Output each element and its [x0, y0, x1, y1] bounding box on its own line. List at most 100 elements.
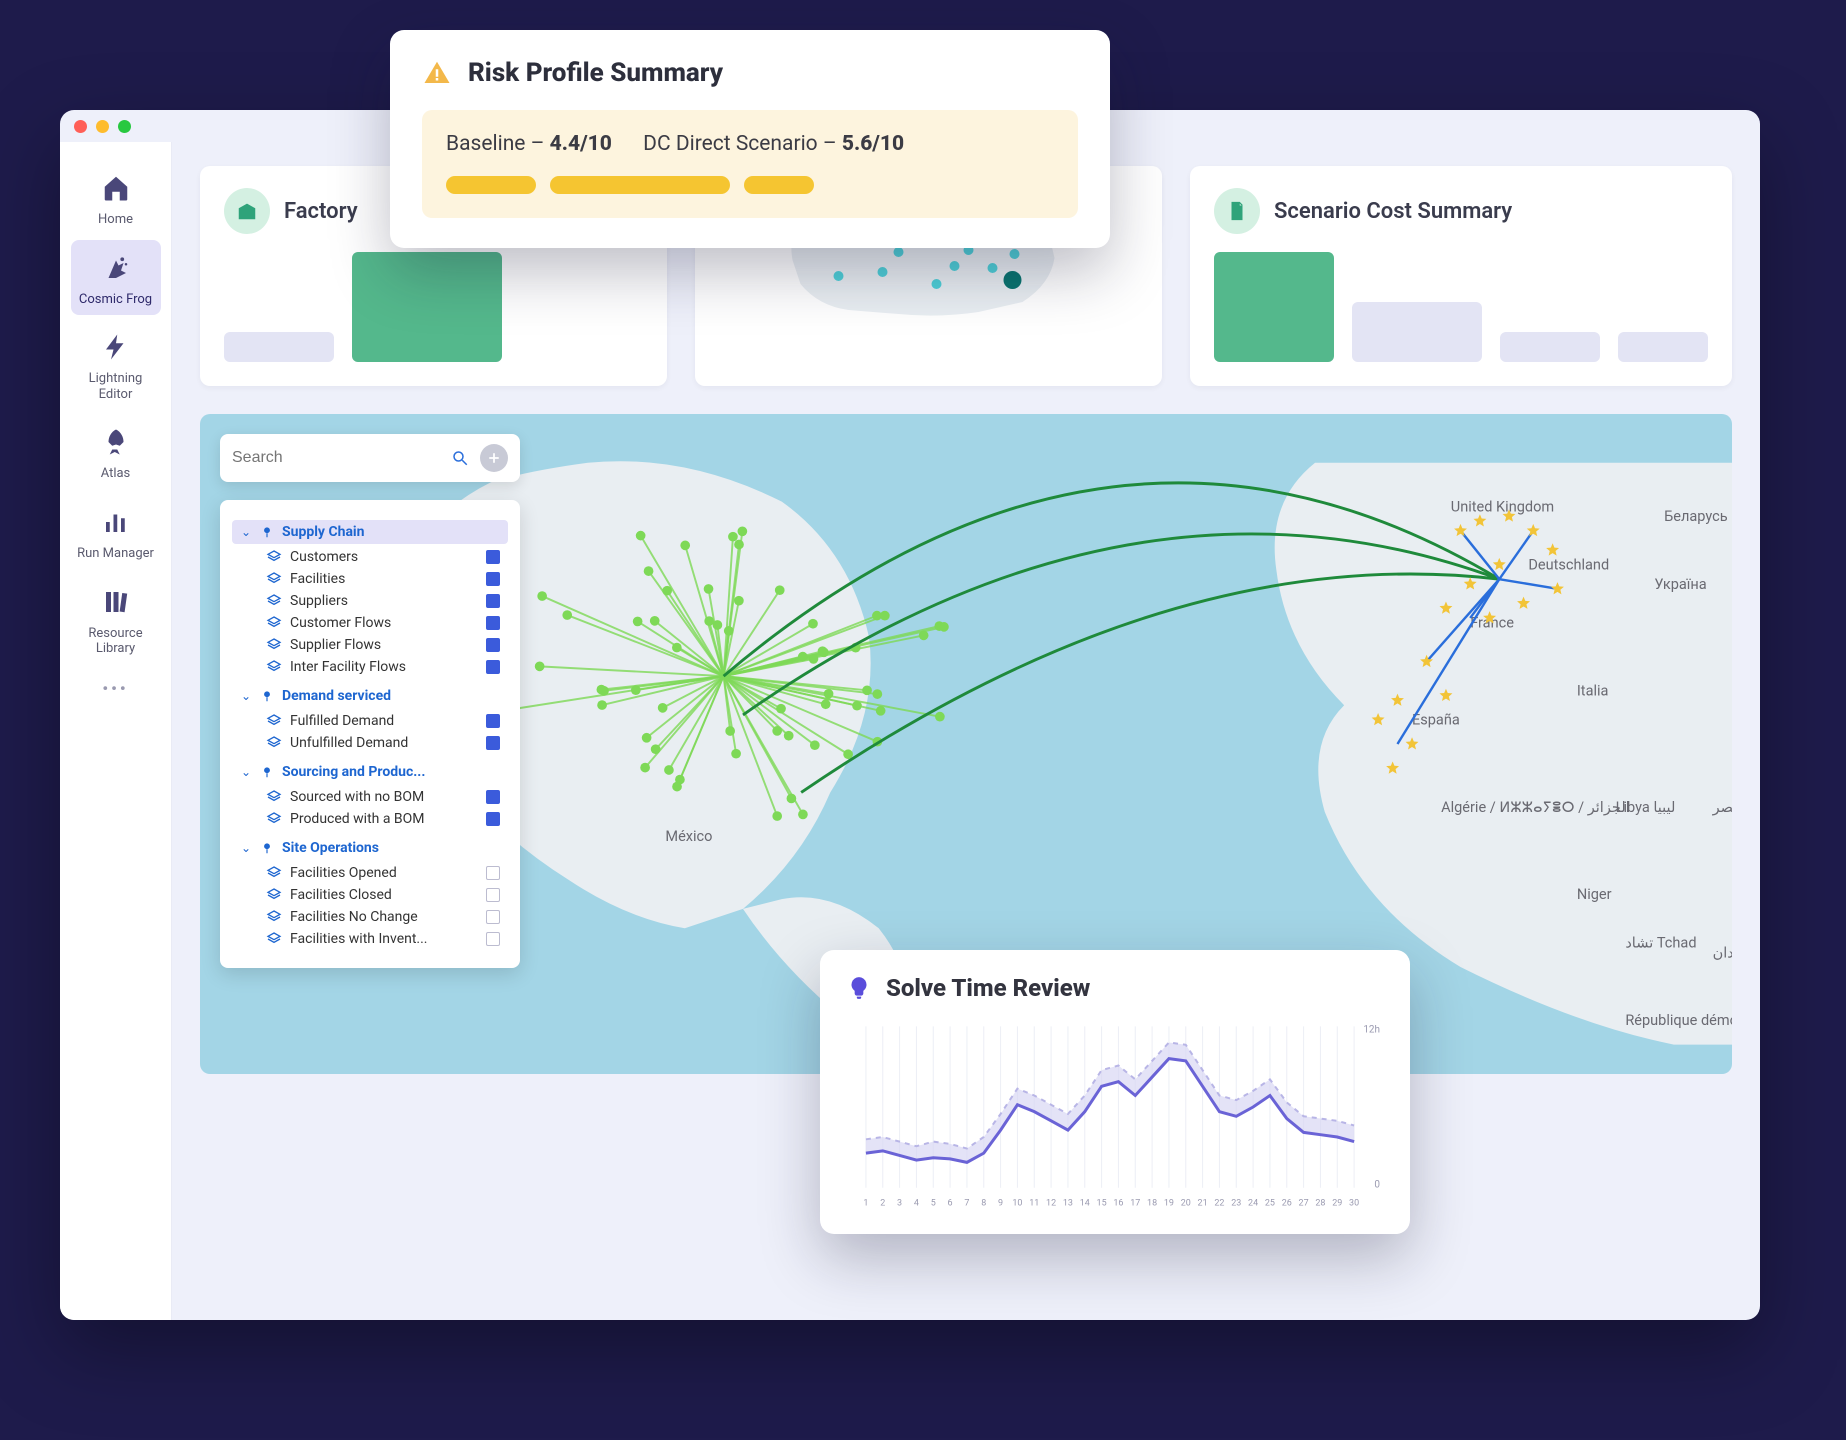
sidebar-item-run-manager[interactable]: Run Manager — [71, 494, 161, 570]
risk-title: Risk Profile Summary — [468, 58, 723, 88]
tree-item[interactable]: Sourced with no BOM — [232, 786, 508, 808]
svg-text:United Kingdom: United Kingdom — [1451, 498, 1554, 515]
layer-checkbox[interactable] — [486, 866, 500, 880]
risk-body: Baseline – 4.4/10 DC Direct Scenario – 5… — [422, 110, 1078, 218]
layer-checkbox[interactable] — [486, 550, 500, 564]
pin-icon — [260, 765, 274, 779]
tree-item[interactable]: Customer Flows — [232, 612, 508, 634]
sidebar-item-label: Atlas — [101, 466, 131, 482]
tree-item[interactable]: Facilities Closed — [232, 884, 508, 906]
layer-checkbox[interactable] — [486, 790, 500, 804]
tree-item[interactable]: Facilities Opened — [232, 862, 508, 884]
layer-checkbox[interactable] — [486, 572, 500, 586]
chevron-down-icon: ⌄ — [240, 765, 252, 779]
svg-text:12h: 12h — [1363, 1024, 1380, 1035]
pin-icon — [260, 689, 274, 703]
tree-item[interactable]: Facilities No Change — [232, 906, 508, 928]
sidebar-item-resource-library[interactable]: Resource Library — [71, 574, 161, 665]
chevron-down-icon: ⌄ — [240, 841, 252, 855]
risk-pill — [744, 176, 814, 194]
tree-item-label: Sourced with no BOM — [290, 789, 478, 805]
document-icon — [1214, 188, 1260, 234]
svg-text:28: 28 — [1315, 1199, 1325, 1209]
svg-text:14: 14 — [1080, 1199, 1090, 1209]
search-input[interactable] — [232, 449, 446, 467]
risk-pill — [550, 176, 730, 194]
placeholder-block — [224, 332, 334, 362]
tree-item[interactable]: Produced with a BOM — [232, 808, 508, 830]
minimize-dot[interactable] — [96, 120, 109, 133]
svg-text:16: 16 — [1113, 1199, 1123, 1209]
sidebar-item-home[interactable]: Home — [71, 160, 161, 236]
svg-text:5: 5 — [931, 1199, 936, 1209]
layer-checkbox[interactable] — [486, 812, 500, 826]
tree-item-label: Facilities No Change — [290, 909, 478, 925]
svg-text:25: 25 — [1265, 1199, 1275, 1209]
tree-group[interactable]: ⌄ Demand serviced — [232, 684, 508, 708]
svg-text:México: México — [665, 828, 712, 845]
risk-profile-panel: Risk Profile Summary Baseline – 4.4/10 D… — [390, 30, 1110, 248]
tree-item[interactable]: Facilities with Invent... — [232, 928, 508, 950]
close-dot[interactable] — [74, 120, 87, 133]
svg-text:مصر: مصر — [1712, 799, 1732, 816]
bars-icon — [98, 504, 134, 540]
placeholder-block — [1618, 332, 1708, 362]
tree-item[interactable]: Customers — [232, 546, 508, 568]
tree-item[interactable]: Facilities — [232, 568, 508, 590]
layers-icon — [266, 593, 282, 609]
placeholder-block — [1352, 302, 1482, 362]
add-icon[interactable] — [480, 444, 508, 472]
wizard-icon — [98, 250, 134, 286]
layer-checkbox[interactable] — [486, 638, 500, 652]
svg-text:15: 15 — [1097, 1199, 1107, 1209]
tree-item[interactable]: Unfulfilled Demand — [232, 732, 508, 754]
layer-checkbox[interactable] — [486, 660, 500, 674]
layers-icon — [266, 549, 282, 565]
map-search — [220, 434, 520, 482]
sidebar-item-atlas[interactable]: Atlas — [71, 414, 161, 490]
tree-item[interactable]: Fulfilled Demand — [232, 710, 508, 732]
svg-text:تشاد Tchad: تشاد Tchad — [1625, 935, 1696, 952]
sidebar-item-lightning-editor[interactable]: Lightning Editor — [71, 319, 161, 410]
layer-checkbox[interactable] — [486, 714, 500, 728]
svg-text:26: 26 — [1282, 1199, 1292, 1209]
search-icon[interactable] — [446, 444, 474, 472]
tree-item[interactable]: Suppliers — [232, 590, 508, 612]
svg-text:24: 24 — [1248, 1199, 1258, 1209]
tree-group[interactable]: ⌄ Supply Chain — [232, 520, 508, 544]
books-icon — [98, 584, 134, 620]
sidebar-more[interactable]: ••• — [102, 679, 128, 698]
svg-text:9: 9 — [998, 1199, 1003, 1209]
layers-icon — [266, 659, 282, 675]
svg-text:21: 21 — [1198, 1199, 1208, 1209]
svg-text:Libya ليبيا: Libya ليبيا — [1616, 799, 1676, 816]
placeholder-block — [352, 252, 502, 362]
tree-item[interactable]: Inter Facility Flows — [232, 656, 508, 678]
layer-checkbox[interactable] — [486, 910, 500, 924]
chevron-down-icon: ⌄ — [240, 689, 252, 703]
tree-group-label: Supply Chain — [282, 524, 500, 540]
tree-group[interactable]: ⌄ Sourcing and Produc... — [232, 760, 508, 784]
layers-icon — [266, 615, 282, 631]
maximize-dot[interactable] — [118, 120, 131, 133]
sidebar-item-label: Resource Library — [75, 626, 157, 657]
card-scenario[interactable]: Scenario Cost Summary — [1190, 166, 1732, 386]
pin-icon — [260, 841, 274, 855]
sidebar-item-cosmic-frog[interactable]: Cosmic Frog — [71, 240, 161, 316]
tree-group[interactable]: ⌄ Site Operations — [232, 836, 508, 860]
layer-checkbox[interactable] — [486, 736, 500, 750]
placeholder-block — [1214, 252, 1334, 362]
svg-text:13: 13 — [1063, 1199, 1073, 1209]
sidebar-item-label: Cosmic Frog — [79, 292, 152, 308]
svg-text:22: 22 — [1214, 1199, 1224, 1209]
layers-icon — [266, 811, 282, 827]
card-scenario-title: Scenario Cost Summary — [1274, 199, 1512, 224]
layer-checkbox[interactable] — [486, 616, 500, 630]
layer-checkbox[interactable] — [486, 888, 500, 902]
tree-item-label: Suppliers — [290, 593, 478, 609]
tree-item[interactable]: Supplier Flows — [232, 634, 508, 656]
layer-checkbox[interactable] — [486, 594, 500, 608]
svg-text:11: 11 — [1029, 1199, 1039, 1209]
tree-item-label: Produced with a BOM — [290, 811, 478, 827]
layer-checkbox[interactable] — [486, 932, 500, 946]
